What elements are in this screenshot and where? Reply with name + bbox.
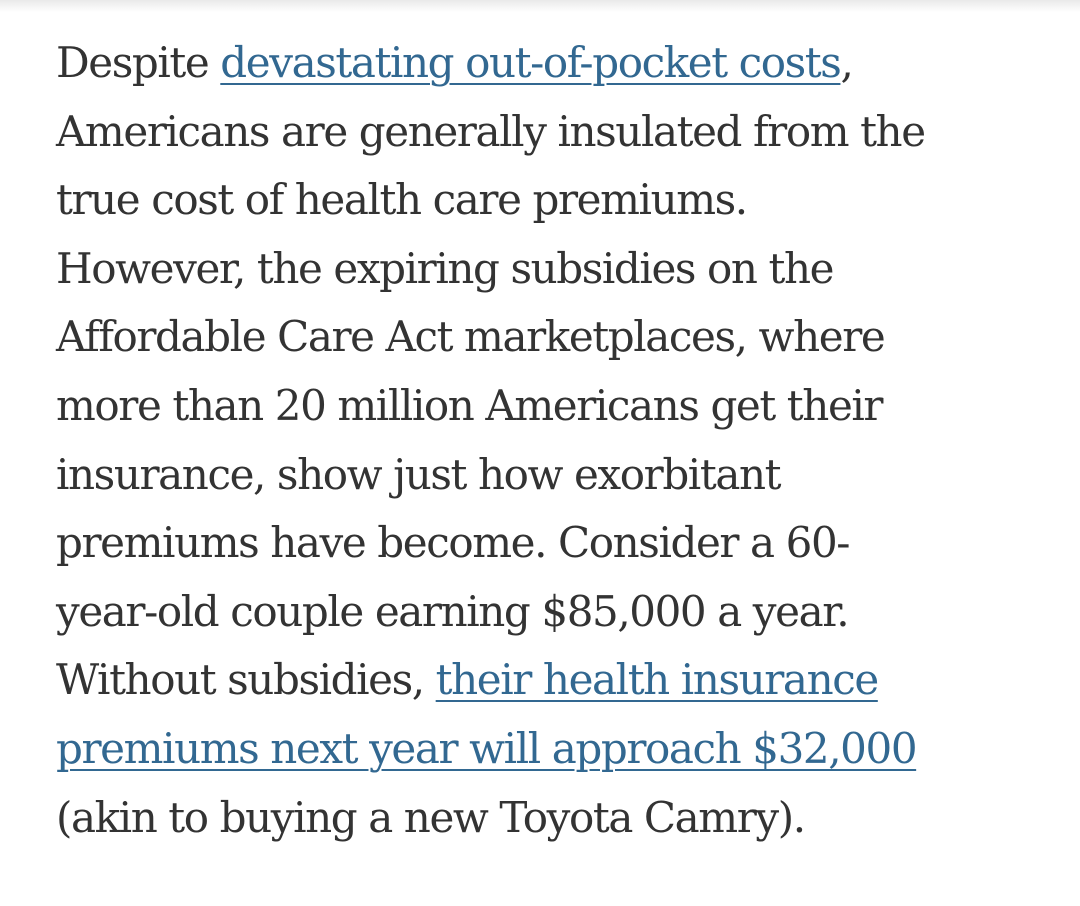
paragraph-line: true cost of health care premiums. [56,175,748,225]
paragraph-line: However, the expiring subsidies on the [56,243,834,293]
top-shadow [0,0,1080,12]
paragraph-line: premiums next year will approach $32,000 [56,715,1046,784]
paragraph-line: Americans are generally insulated from t… [56,106,926,156]
paragraph-line: Despite devastating out-of-pocket costs, [56,29,1046,98]
paragraph-line: Affordable Care Act marketplaces, where [56,312,886,362]
text-segment: , [840,38,853,87]
text-segment: Despite [56,38,221,87]
paragraph-line: more than 20 million Americans get their [56,380,884,430]
paragraph-line: Without subsidies, their health insuranc… [56,646,1046,715]
link-health-insurance-premiums[interactable]: their health insurance [435,655,880,705]
link-health-insurance-premiums-cont[interactable]: premiums next year will approach $32,000 [56,723,918,773]
article-paragraph: Despite devastating out-of-pocket costs,… [56,29,1046,852]
paragraph-line: premiums have become. Consider a 60- [56,518,850,568]
paragraph-line: (akin to buying a new Toyota Camry). [56,792,806,842]
paragraph-line: year-old couple earning $85,000 a year. [56,586,850,636]
paragraph-line: insurance, show just how exorbitant [56,449,781,499]
text-segment: Without subsidies, [56,655,436,705]
link-out-of-pocket-costs[interactable]: devastating out-of-pocket costs [220,38,842,87]
